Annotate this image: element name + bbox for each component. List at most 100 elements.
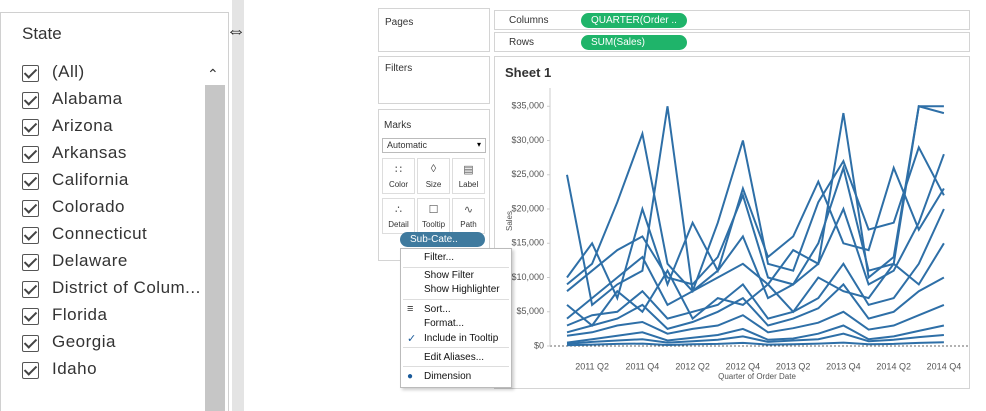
series-line xyxy=(566,332,944,345)
rows-pill-text: SUM(Sales) xyxy=(591,37,645,48)
y-tick-label: $0 xyxy=(534,340,544,350)
checkbox[interactable] xyxy=(22,335,39,352)
mark-button[interactable]: ∷ Color xyxy=(382,158,415,194)
checkbox[interactable] xyxy=(22,227,39,244)
checkbox[interactable] xyxy=(22,173,39,190)
y-tick-label: $5,000 xyxy=(516,306,544,316)
mark-icon: ∿ xyxy=(463,204,474,216)
menu-item[interactable]: Include in Tooltip xyxy=(424,333,499,344)
menu-item[interactable]: Dimension xyxy=(424,371,472,382)
scrollbar-thumb[interactable] xyxy=(205,85,225,411)
filter-item[interactable]: (All) xyxy=(52,62,85,81)
checkbox[interactable] xyxy=(22,254,39,271)
menu-item[interactable]: Format... xyxy=(424,318,465,329)
checkbox[interactable] xyxy=(22,281,39,298)
mark-button[interactable]: ∴ Detail xyxy=(382,198,415,234)
columns-pill-text: QUARTER(Order .. xyxy=(591,15,677,26)
filters-title: Filters xyxy=(385,63,413,74)
x-tick-label: 2012 Q2 xyxy=(675,361,710,371)
menu-item[interactable]: Show Highlighter xyxy=(424,284,500,295)
filter-item[interactable]: Alabama xyxy=(52,89,123,108)
check-icon: ✓ xyxy=(407,333,417,345)
context-menu: ≡ ✓ ● Filter... Show Filter Show Highlight… xyxy=(400,248,512,388)
series-line xyxy=(566,324,945,344)
filter-title: State xyxy=(22,24,62,43)
y-tick-label: $15,000 xyxy=(511,238,544,248)
separator xyxy=(403,267,509,268)
y-tick-label: $25,000 xyxy=(511,169,544,179)
filter-card xyxy=(0,12,229,411)
y-tick-label: $20,000 xyxy=(511,203,544,213)
checkbox[interactable] xyxy=(22,146,39,163)
divider[interactable] xyxy=(232,0,244,411)
series-line xyxy=(566,129,945,294)
series-line xyxy=(566,303,945,337)
sort-icon: ≡ xyxy=(407,303,414,315)
mark-button-label: Path xyxy=(460,220,477,229)
separator xyxy=(403,366,509,367)
mark-icon: ◊ xyxy=(430,163,437,175)
mark-button[interactable]: ▤ Label xyxy=(452,158,485,194)
filter-item[interactable]: Connecticut xyxy=(52,224,148,243)
pages-card: Pages xyxy=(378,8,490,52)
y-tick-label: $35,000 xyxy=(511,101,544,111)
checkbox[interactable] xyxy=(22,308,39,325)
pages-title: Pages xyxy=(385,17,414,28)
series-line xyxy=(566,153,945,320)
sheet-title: Sheet 1 xyxy=(505,65,552,80)
checkbox[interactable] xyxy=(22,65,39,82)
filter-item[interactable]: Georgia xyxy=(52,332,116,351)
columns-pill[interactable]: QUARTER(Order .. xyxy=(581,13,687,28)
filter-item[interactable]: District of Colum... xyxy=(52,278,201,297)
sub-category-pill[interactable]: Sub-Cate.. xyxy=(400,232,485,247)
series-line xyxy=(566,242,945,327)
series-line xyxy=(566,164,945,301)
checkbox[interactable] xyxy=(22,362,39,379)
x-tick-label: 2011 Q4 xyxy=(625,361,659,371)
x-axis-title: Quarter of Order Date xyxy=(718,372,796,381)
mark-icon: ∷ xyxy=(395,164,402,176)
filter-item[interactable]: Idaho xyxy=(52,359,98,378)
scroll-up[interactable]: ⌃ xyxy=(207,66,219,82)
mark-type-dropdown[interactable]: Automatic ▾ xyxy=(382,138,486,153)
filter-item[interactable]: California xyxy=(52,170,129,189)
rows-pill[interactable]: SUM(Sales) xyxy=(581,35,687,50)
filter-item[interactable]: Colorado xyxy=(52,197,125,216)
mark-button[interactable]: ☐ Tooltip xyxy=(417,198,450,234)
mark-icon: ▤ xyxy=(463,164,474,176)
series-line xyxy=(566,105,945,292)
menu-item[interactable]: Sort... xyxy=(424,304,451,315)
dimension-icon: ● xyxy=(407,371,414,382)
separator xyxy=(403,299,509,300)
mark-button[interactable]: ∿ Path xyxy=(452,198,485,234)
y-tick-label: $10,000 xyxy=(511,272,544,282)
resize-cursor: ⇔ xyxy=(226,20,246,42)
filter-item[interactable]: Delaware xyxy=(52,251,128,270)
filters-card: Filters xyxy=(378,56,490,104)
checkbox[interactable] xyxy=(22,200,39,217)
checkbox[interactable] xyxy=(22,92,39,109)
rows-label: Rows xyxy=(509,37,535,48)
chart: $0 $5,000 $10,000 $15,000 $20,000 $25,000 $30,… xyxy=(505,88,968,381)
filter-item[interactable]: Arizona xyxy=(52,116,114,135)
filter-item[interactable]: Florida xyxy=(52,305,108,324)
filter-item[interactable]: Arkansas xyxy=(52,143,127,162)
menu-item[interactable]: Show Filter xyxy=(424,270,475,281)
columns-label: Columns xyxy=(509,15,549,26)
menu-item[interactable]: Edit Aliases... xyxy=(424,352,485,363)
mark-type: Automatic xyxy=(387,140,428,150)
checkbox[interactable] xyxy=(22,119,39,136)
separator xyxy=(403,347,509,348)
columns-shelf: Columns QUARTER(Order .. xyxy=(494,10,970,30)
y-axis-title: Sales xyxy=(505,211,514,231)
x-tick-label: 2014 Q2 xyxy=(876,361,911,371)
menu-item[interactable]: Filter... xyxy=(424,252,455,263)
rows-shelf: Rows SUM(Sales) xyxy=(494,32,970,52)
x-tick-label: 2011 Q2 xyxy=(575,361,609,371)
pill-text: Sub-Cate.. xyxy=(410,234,458,245)
series-line xyxy=(566,276,945,334)
mark-button-label: Detail xyxy=(388,220,409,229)
mark-button[interactable]: ◊ Size xyxy=(417,158,450,194)
series-line xyxy=(566,341,944,347)
